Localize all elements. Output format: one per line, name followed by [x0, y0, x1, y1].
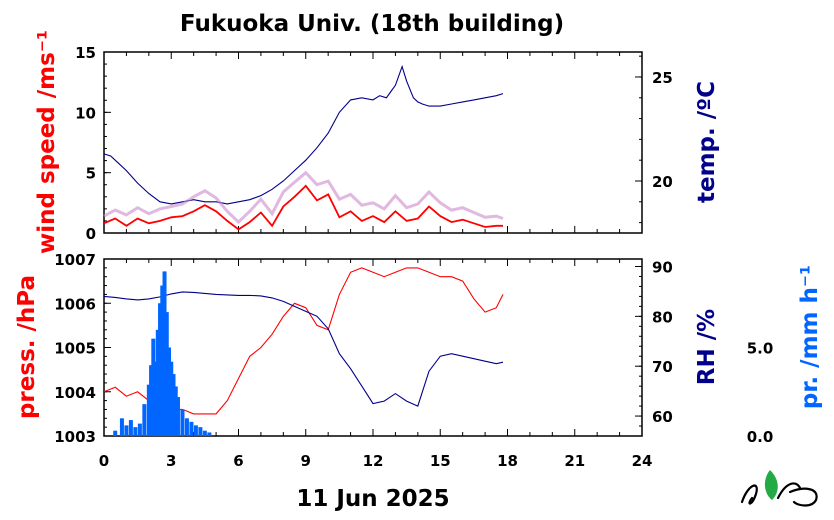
- pressure-humidity-plot-frame: [103, 258, 643, 437]
- precip-bar: [113, 430, 118, 436]
- humidity-axis-label: RH /%: [694, 309, 720, 385]
- precip-bar: [137, 423, 142, 436]
- x-tick-label: 6: [233, 452, 243, 470]
- logo-swoosh-icon: [740, 482, 818, 507]
- precip-bar: [173, 386, 178, 436]
- wind-speed-axis-label: wind speed /ms⁻¹: [34, 30, 60, 254]
- wind-temp-panel: 0 5 10 15 20 25 wind speed /ms⁻¹ temp. /ºC: [34, 30, 720, 254]
- precip-bar: [193, 425, 198, 436]
- x-axis-date-label: 11 Jun 2025: [296, 486, 449, 512]
- y-right-tick-label: 80: [652, 308, 673, 326]
- y-left-tick-label: 1007: [54, 251, 96, 269]
- y-precip-tick-label: 0.0: [747, 428, 774, 446]
- y-left-tick-label: 0: [86, 225, 96, 243]
- y-right-tick-label: 20: [652, 173, 673, 191]
- wind-temp-tick-labels: 0 5 10 15 20 25: [75, 44, 673, 243]
- pressure-humidity-series: [103, 267, 504, 436]
- precip-bar: [162, 271, 167, 436]
- precip-bar: [167, 347, 172, 436]
- y-left-tick-label: 1003: [54, 428, 96, 446]
- y-left-tick-label: 1005: [54, 340, 96, 358]
- pressure-humidity-ticks: [103, 258, 643, 437]
- precip-bar: [133, 427, 138, 436]
- y-right-tick-label: 25: [652, 69, 673, 87]
- chart-title: Fukuoka Univ. (18th building): [180, 11, 564, 37]
- y-left-tick-label: 15: [75, 44, 96, 62]
- pressure-humidity-tick-labels: 0 3 6 9 12 15 18 21 24 1003 1004 1005 1006 1007 60 70 80…: [54, 251, 773, 470]
- precip-bar: [158, 303, 163, 436]
- precip-bar: [175, 397, 180, 436]
- y-precip-tick-label: 5.0: [747, 340, 774, 358]
- y-left-tick-label: 5: [86, 165, 96, 183]
- temperature-axis-label: temp. /ºC: [694, 81, 720, 203]
- x-tick-label: 3: [166, 452, 176, 470]
- precip-bar: [198, 427, 203, 436]
- wind-temp-plot-frame: [103, 51, 643, 234]
- x-tick-label: 0: [99, 452, 109, 470]
- wind-temp-series: [103, 64, 504, 231]
- logo-leaf-icon: [764, 470, 778, 500]
- x-tick-label: 12: [363, 452, 384, 470]
- precip-bar: [169, 361, 174, 436]
- x-tick-label: 15: [430, 452, 451, 470]
- x-tick-label: 21: [564, 452, 585, 470]
- precip-bar: [119, 418, 124, 436]
- wind-temp-ticks: [103, 51, 643, 234]
- precip-bar: [155, 329, 160, 436]
- x-tick-label: 9: [301, 452, 311, 470]
- x-tick-label: 24: [632, 452, 653, 470]
- y-left-tick-label: 1006: [54, 295, 96, 313]
- pressure-axis-label: press. /hPa: [14, 275, 40, 419]
- x-tick-label: 18: [497, 452, 518, 470]
- cnes-logo: [740, 470, 818, 507]
- precip-bar: [202, 430, 207, 436]
- precip-bar: [128, 420, 133, 436]
- precip-bar: [151, 338, 156, 436]
- precip-bar: [149, 365, 154, 436]
- precip-bar: [153, 361, 158, 436]
- precip-bar: [142, 404, 147, 436]
- y-right-tick-label: 70: [652, 358, 673, 376]
- precip-bar: [180, 409, 185, 436]
- series-line-1-1: [103, 291, 504, 407]
- precipitation-axis-label: pr. /mm h⁻¹: [797, 265, 823, 409]
- y-left-tick-label: 1004: [54, 384, 96, 402]
- precip-bar: [171, 374, 176, 436]
- precip-bar: [189, 421, 194, 436]
- y-right-tick-label: 90: [652, 258, 673, 276]
- precip-bar: [124, 425, 129, 436]
- precip-bar: [164, 312, 169, 436]
- series-line-0-0: [103, 64, 504, 205]
- precip-bar: [160, 285, 165, 436]
- precip-bar: [146, 384, 151, 436]
- precip-bar: [207, 432, 212, 436]
- y-left-tick-label: 10: [75, 104, 96, 122]
- pressure-humidity-panel: 0 3 6 9 12 15 18 21 24 1003 1004 1005 1006 1007 60 70 80…: [14, 251, 823, 512]
- series-line-0-1: [103, 184, 503, 231]
- y-right-tick-label: 60: [652, 408, 673, 426]
- series-line-0-2: [103, 170, 504, 225]
- precip-bar: [184, 418, 189, 436]
